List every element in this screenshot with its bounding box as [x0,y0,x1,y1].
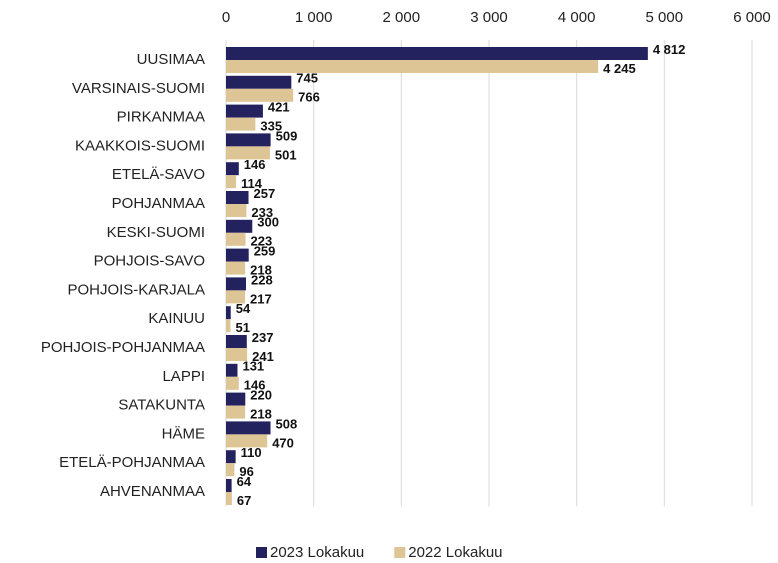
value-label: 508 [276,416,298,431]
value-label: 300 [257,215,279,230]
value-label: 220 [250,388,272,403]
bar [226,88,294,102]
y-tick-label: LAPPI [162,368,205,385]
bar [226,376,239,390]
bar [226,306,231,320]
x-tick-label: 3 000 [470,9,508,26]
value-label: 421 [268,100,290,115]
value-label: 96 [239,464,253,479]
y-tick-label: ETELÄ-SAVO [112,166,205,183]
value-label: 233 [251,205,273,220]
bar [226,146,270,160]
bar [226,421,271,435]
value-label: 217 [250,291,272,306]
value-label: 131 [242,359,264,374]
bar [226,348,248,361]
y-tick-label: VARSINAIS-SUOMI [72,80,205,97]
value-label: 470 [272,435,294,450]
y-tick-label: KAAKKOIS-SUOMI [75,137,205,154]
value-label: 257 [254,186,276,201]
x-tick-label: 6 000 [733,9,771,26]
value-label: 110 [241,445,262,460]
value-label: 54 [236,301,251,316]
y-tick-label: KAINUU [148,310,205,327]
value-label: 218 [250,263,272,278]
bar [226,405,246,419]
value-label: 335 [260,119,282,134]
bar [226,104,263,118]
value-label: 146 [244,378,266,393]
value-label: 241 [252,349,274,364]
bar [226,60,599,73]
legend-label: 2023 Lokakuu [270,544,364,561]
value-label: 218 [250,407,272,422]
x-tick-label: 0 [222,9,230,26]
value-label: 766 [298,90,320,105]
value-label: 259 [254,244,276,259]
bar [226,434,268,448]
x-tick-label: 4 000 [558,9,596,26]
y-tick-label: HÄME [162,425,205,442]
bar [226,261,246,275]
y-tick-label: POHJOIS-KARJALA [67,281,205,298]
bar [226,290,246,304]
bar [226,75,292,89]
bar [226,175,236,189]
y-tick-label: KESKI-SUOMI [107,224,205,241]
value-label: 745 [296,71,318,86]
y-tick-label: POHJANMAA [112,195,205,212]
value-label: 4 245 [603,61,636,76]
value-label: 223 [251,234,273,249]
legend-label: 2022 Lokakuu [408,544,502,561]
bar [226,492,232,505]
bar [226,204,247,217]
bar [226,392,246,406]
value-label: 509 [276,128,298,143]
value-label: 237 [252,330,274,345]
value-label: 114 [241,176,263,191]
y-tick-label: SATAKUNTA [118,397,205,414]
bar [226,191,249,204]
bar [226,319,231,333]
bar [226,450,236,464]
value-label: 4 812 [653,42,686,57]
bar [226,162,239,176]
x-tick-label: 5 000 [646,9,684,26]
bar [226,335,247,348]
bar [226,232,246,246]
value-label: 501 [275,147,297,162]
value-label: 67 [237,493,251,508]
x-tick-label: 1 000 [295,9,333,26]
bar [226,47,648,60]
bar [226,117,256,131]
bar [226,248,249,262]
y-tick-label: POHJOIS-SAVO [94,253,205,270]
y-tick-label: ETELÄ-POHJANMAA [59,454,205,471]
bar [226,463,235,477]
x-tick-label: 2 000 [383,9,421,26]
value-label: 64 [237,474,252,489]
bar [226,219,253,233]
value-label: 228 [251,272,273,287]
value-label: 51 [235,320,249,335]
y-tick-label: POHJOIS-POHJANMAA [41,339,205,356]
bar [226,479,232,492]
y-tick-label: UUSIMAA [137,51,205,68]
bar [226,133,271,147]
y-tick-label: AHVENANMAA [100,483,205,500]
legend-swatch [256,547,267,558]
legend-swatch [394,547,406,558]
value-label: 146 [244,157,266,172]
bar [226,277,246,291]
y-tick-label: PIRKANMAA [117,109,205,126]
bar [226,363,238,377]
